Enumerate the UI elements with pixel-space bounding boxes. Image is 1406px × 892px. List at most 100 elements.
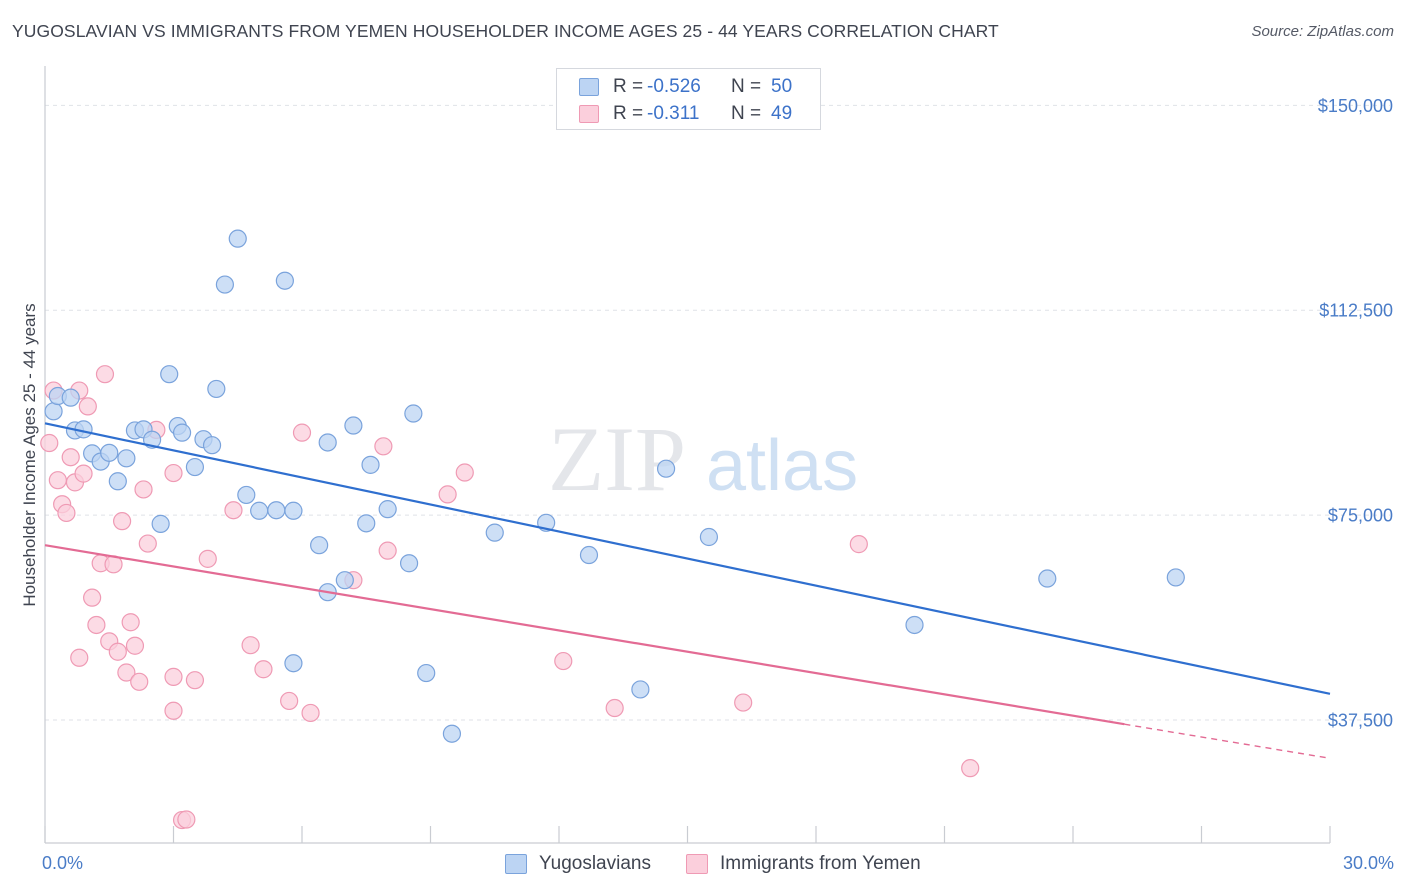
yugoslavian-point bbox=[151, 514, 170, 533]
yugoslavian-point bbox=[579, 545, 599, 565]
yemen-point bbox=[130, 672, 149, 691]
yugoslavian-point bbox=[417, 663, 436, 683]
legend-item-yemen: Immigrants from Yemen bbox=[686, 852, 921, 876]
yugoslavian-point bbox=[442, 724, 462, 743]
n-label: N = bbox=[731, 103, 762, 124]
yemen-point bbox=[301, 703, 320, 723]
yugoslavian-point bbox=[44, 402, 63, 421]
y-tick-label: $37,500 bbox=[1328, 711, 1393, 731]
yugoslavian-point bbox=[357, 514, 376, 533]
yemen-point bbox=[61, 448, 80, 467]
yemen-point bbox=[108, 642, 127, 661]
yemen-point bbox=[57, 503, 76, 523]
yemen-point bbox=[138, 534, 157, 553]
gridlines bbox=[45, 104, 1390, 721]
yugoslavian-point bbox=[267, 501, 286, 520]
yemen-point bbox=[164, 701, 183, 720]
yugoslavian-point bbox=[284, 654, 303, 673]
r-value: -0.311 bbox=[647, 103, 700, 124]
yugoslavian-point bbox=[275, 271, 294, 290]
yemen-point bbox=[164, 463, 183, 483]
yemen-point bbox=[605, 698, 624, 718]
yugoslavian-point bbox=[344, 416, 363, 435]
yemen-point bbox=[87, 615, 106, 635]
yemen-point bbox=[74, 464, 93, 483]
yugoslavian-point bbox=[656, 459, 676, 478]
legend-label-yemen: Immigrants from Yemen bbox=[720, 853, 921, 874]
yugoslavian-point bbox=[160, 365, 179, 384]
yemen-point bbox=[438, 485, 457, 504]
yugoslavian-point bbox=[631, 680, 650, 699]
source-label: Source: ZipAtlas.com bbox=[1251, 23, 1394, 40]
yugoslavian-point bbox=[185, 457, 205, 477]
yugoslavian-point bbox=[378, 500, 397, 519]
r-label: R = bbox=[613, 76, 644, 97]
yugoslavian-trend-line bbox=[44, 422, 1331, 695]
yemen-point bbox=[455, 463, 474, 482]
yugoslavian-point bbox=[399, 554, 419, 573]
n-label: N = bbox=[731, 76, 762, 97]
yemen-point bbox=[40, 433, 59, 453]
yemen-point bbox=[554, 651, 573, 671]
yugoslavian-point bbox=[699, 527, 719, 547]
yemen-point bbox=[961, 759, 980, 778]
yugoslavian-point bbox=[207, 379, 226, 399]
yemen-trend-line bbox=[44, 544, 1125, 726]
yemen-point bbox=[849, 535, 868, 554]
yugoslavian-point bbox=[172, 423, 192, 442]
series-yugoslavian-points bbox=[44, 229, 1185, 743]
yemen-point bbox=[241, 636, 260, 655]
yugoslavian-point bbox=[1038, 569, 1057, 588]
legend-item-yugoslavians: Yugoslavians bbox=[505, 852, 651, 876]
yugoslavian-point bbox=[215, 275, 234, 294]
yemen-point bbox=[164, 667, 183, 686]
yugoslavian-point bbox=[202, 436, 222, 455]
yemen-point bbox=[198, 549, 217, 568]
yemen-point bbox=[378, 541, 397, 560]
yugoslavian-point bbox=[905, 615, 924, 635]
tick-labels: $150,000 $112,500 $75,000 $37,500 0.0% 30.0% bbox=[42, 96, 1394, 873]
yemen-point bbox=[117, 663, 136, 682]
yemen-point bbox=[83, 588, 102, 607]
yemen-point bbox=[121, 613, 140, 632]
yugoslavian-point bbox=[284, 501, 303, 520]
yemen-trend-extension bbox=[1124, 723, 1331, 759]
axes bbox=[44, 66, 1331, 844]
yugoslavian-point bbox=[228, 229, 247, 248]
yugoslavian-point bbox=[1166, 568, 1185, 587]
n-value: 49 bbox=[771, 103, 793, 124]
legend-row-yugoslavians: R = -0.526 N = 50 bbox=[579, 75, 792, 99]
x-tick-label: 30.0% bbox=[1343, 853, 1394, 873]
pink-swatch-icon bbox=[686, 854, 708, 874]
yugoslavian-point bbox=[361, 455, 380, 474]
yemen-point bbox=[177, 810, 196, 829]
y-tick-label: $150,000 bbox=[1318, 96, 1393, 116]
yemen-point bbox=[134, 480, 153, 499]
yemen-point bbox=[224, 501, 243, 520]
correlation-legend: R = -0.526 N = 50 R = -0.311 N = 49 bbox=[556, 68, 821, 130]
yemen-point bbox=[48, 471, 67, 490]
n-value: 50 bbox=[771, 76, 793, 97]
yugoslavian-point bbox=[335, 571, 354, 590]
yugoslavian-point bbox=[318, 433, 337, 452]
y-tick-label: $112,500 bbox=[1319, 301, 1393, 321]
watermark-zip: ZIP bbox=[548, 408, 686, 510]
yemen-point bbox=[78, 397, 97, 416]
blue-swatch-icon bbox=[505, 854, 527, 874]
yemen-point bbox=[734, 693, 753, 712]
yemen-point bbox=[70, 648, 89, 667]
yemen-point bbox=[112, 512, 132, 531]
yemen-point bbox=[125, 636, 145, 655]
x-tick-label: 0.0% bbox=[42, 853, 83, 873]
yemen-point bbox=[254, 660, 273, 679]
watermark-atlas: atlas bbox=[706, 426, 858, 506]
legend-row-yemen: R = -0.311 N = 49 bbox=[579, 102, 792, 126]
yemen-point bbox=[280, 691, 299, 711]
yemen-point bbox=[374, 437, 393, 456]
yugoslavian-point bbox=[404, 404, 423, 423]
yugoslavian-point bbox=[61, 388, 80, 407]
yemen-point bbox=[95, 365, 115, 384]
y-tick-label: $75,000 bbox=[1328, 506, 1393, 526]
trend-lines bbox=[44, 422, 1331, 759]
